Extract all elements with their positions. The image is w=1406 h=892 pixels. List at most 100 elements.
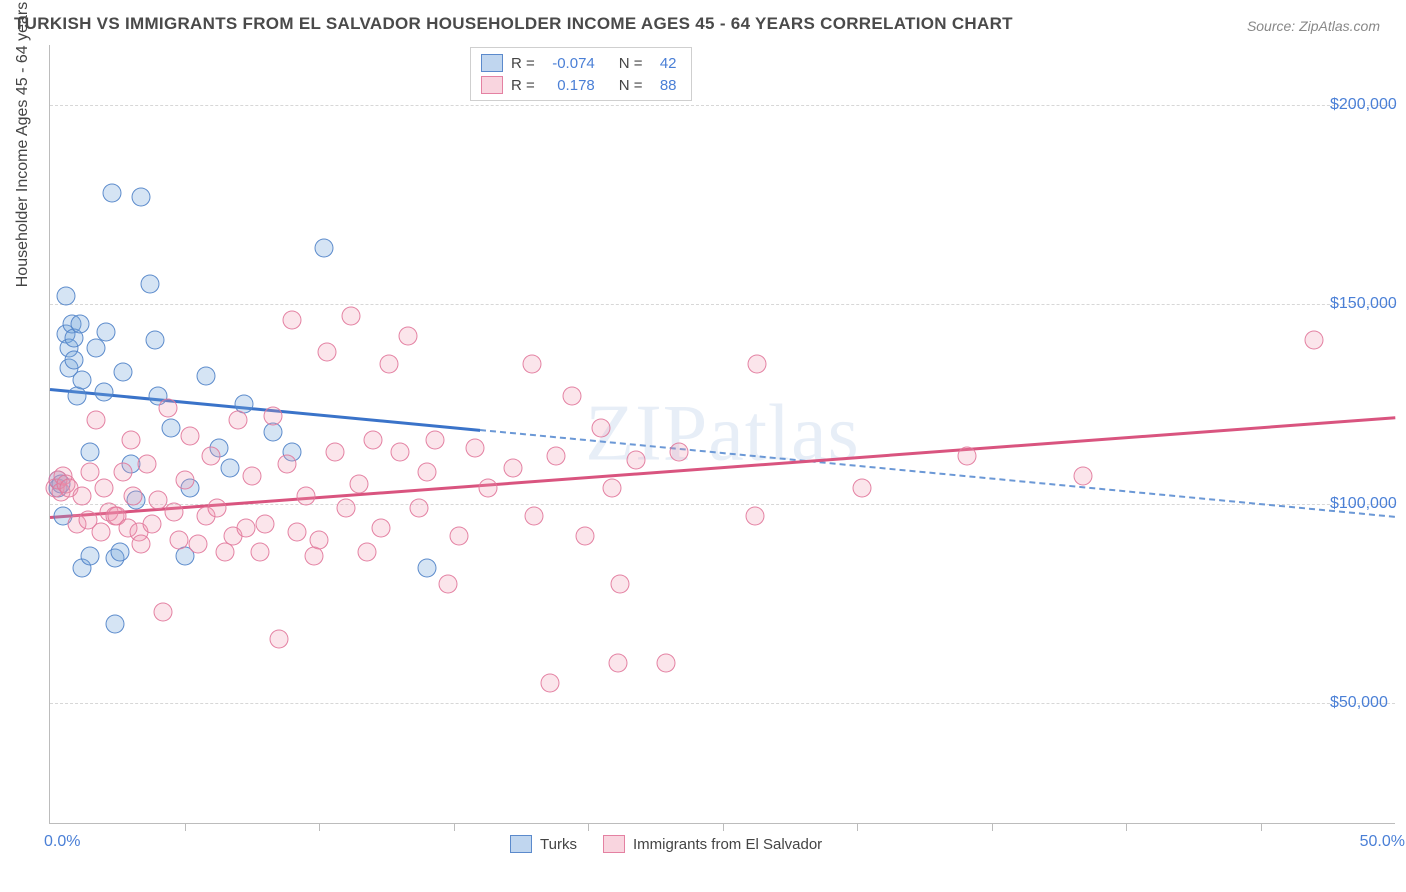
data-point xyxy=(94,383,113,402)
data-point xyxy=(105,614,124,633)
x-tick xyxy=(857,823,858,831)
data-point xyxy=(371,518,390,537)
data-point xyxy=(57,287,76,306)
swatch-pink xyxy=(481,76,503,94)
data-point xyxy=(110,542,129,561)
data-point xyxy=(958,446,977,465)
source-attribution: Source: ZipAtlas.com xyxy=(1247,18,1380,34)
data-point xyxy=(1305,331,1324,350)
data-point xyxy=(449,526,468,545)
legend-label: Turks xyxy=(540,836,577,853)
data-point xyxy=(417,558,436,577)
data-point xyxy=(576,526,595,545)
data-point xyxy=(363,430,382,449)
series-legend: Turks Immigrants from El Salvador xyxy=(510,835,822,853)
legend-item-turks: Turks xyxy=(510,835,577,853)
legend-row-turks: R = -0.074 N = 42 xyxy=(481,52,677,74)
data-point xyxy=(479,478,498,497)
data-point xyxy=(137,454,156,473)
data-point xyxy=(592,419,611,438)
data-point xyxy=(94,478,113,497)
data-point xyxy=(124,486,143,505)
data-point xyxy=(326,442,345,461)
x-tick xyxy=(319,823,320,831)
data-point xyxy=(546,446,565,465)
data-point xyxy=(390,442,409,461)
data-point xyxy=(318,343,337,362)
chart-title: TURKISH VS IMMIGRANTS FROM EL SALVADOR H… xyxy=(14,14,1013,34)
y-tick-label: $200,000 xyxy=(1330,96,1397,114)
data-point xyxy=(342,307,361,326)
data-point xyxy=(358,542,377,561)
x-tick xyxy=(1126,823,1127,831)
data-point xyxy=(608,654,627,673)
data-point xyxy=(525,506,544,525)
swatch-blue xyxy=(481,54,503,72)
data-point xyxy=(140,275,159,294)
data-point xyxy=(65,351,84,370)
data-point xyxy=(180,426,199,445)
data-point xyxy=(1073,466,1092,485)
n-label: N = xyxy=(619,55,643,72)
scatter-plot: ZIPatlas R = -0.074 N = 42 R = 0.178 N =… xyxy=(49,45,1395,824)
data-point xyxy=(229,411,248,430)
correlation-legend: R = -0.074 N = 42 R = 0.178 N = 88 xyxy=(470,47,692,101)
r-label: R = xyxy=(511,77,535,94)
data-point xyxy=(97,323,116,342)
data-point xyxy=(86,411,105,430)
data-point xyxy=(466,438,485,457)
data-point xyxy=(237,518,256,537)
y-axis-title: Householder Income Ages 45 - 64 years xyxy=(14,2,32,288)
data-point xyxy=(242,466,261,485)
legend-item-elsalvador: Immigrants from El Salvador xyxy=(603,835,822,853)
data-point xyxy=(670,442,689,461)
data-point xyxy=(522,355,541,374)
data-point xyxy=(81,546,100,565)
data-point xyxy=(221,458,240,477)
n-label: N = xyxy=(619,77,643,94)
data-point xyxy=(159,399,178,418)
data-point xyxy=(627,450,646,469)
r-value: -0.074 xyxy=(543,55,595,72)
x-tick xyxy=(588,823,589,831)
data-point xyxy=(315,239,334,258)
data-point xyxy=(132,187,151,206)
data-point xyxy=(425,430,444,449)
x-tick xyxy=(185,823,186,831)
data-point xyxy=(86,339,105,358)
r-value: 0.178 xyxy=(543,77,595,94)
data-point xyxy=(748,355,767,374)
legend-label: Immigrants from El Salvador xyxy=(633,836,822,853)
data-point xyxy=(398,327,417,346)
n-value: 88 xyxy=(651,77,677,94)
data-point xyxy=(207,498,226,517)
data-point xyxy=(70,315,89,334)
data-point xyxy=(417,462,436,481)
data-point xyxy=(264,407,283,426)
data-point xyxy=(188,534,207,553)
data-point xyxy=(288,522,307,541)
x-axis-min-label: 0.0% xyxy=(44,833,80,851)
x-tick xyxy=(992,823,993,831)
data-point xyxy=(283,311,302,330)
data-point xyxy=(657,654,676,673)
data-point xyxy=(603,478,622,497)
data-point xyxy=(145,331,164,350)
x-tick xyxy=(1261,823,1262,831)
data-point xyxy=(562,387,581,406)
x-tick xyxy=(454,823,455,831)
data-point xyxy=(310,530,329,549)
data-point xyxy=(73,371,92,390)
data-point xyxy=(336,498,355,517)
data-point xyxy=(250,542,269,561)
legend-row-elsalvador: R = 0.178 N = 88 xyxy=(481,74,677,96)
y-tick-label: $50,000 xyxy=(1330,694,1388,712)
data-point xyxy=(143,514,162,533)
data-point xyxy=(256,514,275,533)
data-point xyxy=(170,530,189,549)
data-point xyxy=(269,630,288,649)
data-point xyxy=(409,498,428,517)
data-point xyxy=(113,363,132,382)
data-point xyxy=(148,490,167,509)
data-point xyxy=(541,674,560,693)
